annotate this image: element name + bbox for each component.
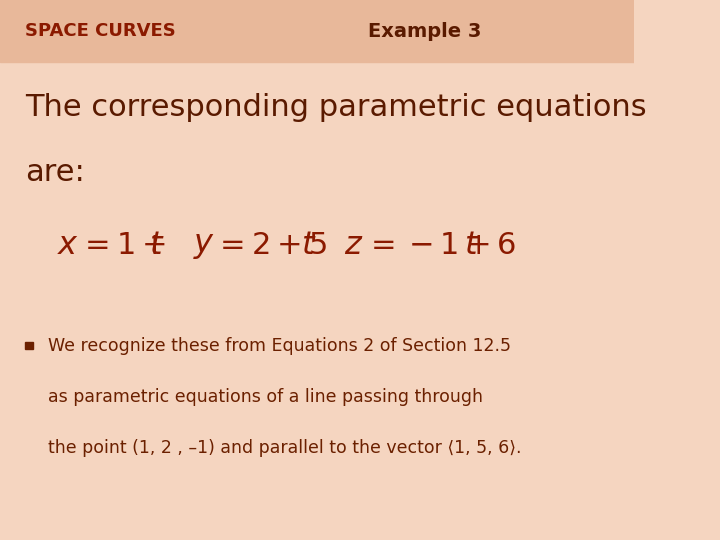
Text: $t$: $t$ (301, 230, 317, 261)
Text: We recognize these from Equations 2 of Section 12.5: We recognize these from Equations 2 of S… (48, 336, 510, 355)
Bar (25, 342, 33, 349)
Bar (0, 0, 634, 62)
Text: the point (1, 2 , –1) and parallel to the vector ⟨1, 5, 6⟩.: the point (1, 2 , –1) and parallel to th… (48, 439, 521, 457)
Text: $y$: $y$ (194, 230, 215, 261)
Text: $= 1 +$: $= 1 +$ (79, 231, 166, 260)
Text: SPACE CURVES: SPACE CURVES (25, 22, 176, 40)
Text: $= 2 + 5$: $= 2 + 5$ (215, 231, 328, 260)
Text: $t$: $t$ (464, 230, 480, 261)
Text: are:: are: (25, 158, 85, 187)
Text: $x$: $x$ (57, 230, 79, 261)
Text: Example 3: Example 3 (368, 22, 481, 40)
Text: $t$: $t$ (149, 230, 165, 261)
Text: $= -1 + 6$: $= -1 + 6$ (364, 231, 516, 260)
Text: The corresponding parametric equations: The corresponding parametric equations (25, 93, 647, 123)
Text: as parametric equations of a line passing through: as parametric equations of a line passin… (48, 388, 482, 406)
Text: $z$: $z$ (344, 230, 364, 261)
